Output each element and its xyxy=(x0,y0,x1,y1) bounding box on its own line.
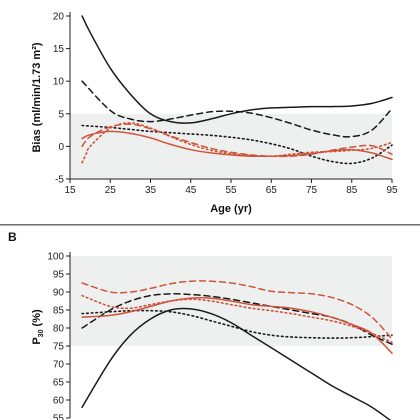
x-tick-label: 15 xyxy=(64,185,76,196)
series-line-black-dotted xyxy=(81,309,393,339)
series-line-red-dashed xyxy=(81,280,393,340)
series-line-red-dashed xyxy=(81,123,393,158)
x-tick-label: 35 xyxy=(145,185,157,196)
y-tick-label: 65 xyxy=(53,378,65,389)
series-group-a xyxy=(81,15,393,165)
panel-label-b: B xyxy=(8,230,17,244)
y-axis-label-a: Bias (ml/min/1.73 m²) xyxy=(31,42,43,152)
y-tick-label: 5 xyxy=(58,109,64,120)
y-tick-label: 55 xyxy=(53,414,65,420)
x-tick-label: 65 xyxy=(266,185,278,196)
y-tick-label: 20 xyxy=(53,12,65,23)
y-tick-label: 95 xyxy=(53,270,65,281)
y-axis-label-b-sub: 30 xyxy=(38,329,45,337)
panel-a: -5 0 5 10 15 20 15 25 35 45 55 65 75 85 95 Age (yr) Bi… xyxy=(31,12,398,216)
y-tick-label: 0 xyxy=(58,142,64,153)
x-tick-label: 45 xyxy=(185,185,197,196)
y-tick-label: 60 xyxy=(53,396,65,407)
axes-a: -5 0 5 10 15 20 15 25 35 45 55 65 75 85 95 xyxy=(53,12,398,197)
reference-band-a xyxy=(70,113,392,179)
series-line-red-dotted xyxy=(81,294,393,344)
y-tick-label: 75 xyxy=(53,342,65,353)
y-axis-label-b-main: P xyxy=(31,337,43,344)
y-tick-label: 100 xyxy=(47,252,64,263)
y-tick-label: 10 xyxy=(53,77,65,88)
panel-divider xyxy=(0,224,420,226)
y-axis-label-b-rest: (%) xyxy=(31,309,43,330)
x-tick-label: 85 xyxy=(346,185,358,196)
y-tick-label: 90 xyxy=(53,288,65,299)
axes-b: 55 60 65 70 75 80 85 90 95 100 xyxy=(47,252,71,420)
y-tick-label: 15 xyxy=(53,44,65,55)
panel-b: B 55 60 65 70 75 80 85 90 95 100 P30 (%) xyxy=(8,230,393,420)
y-tick-label: -5 xyxy=(55,175,64,186)
x-tick-label: 55 xyxy=(225,185,237,196)
series-line-red-dotted xyxy=(81,122,393,164)
series-line-red-solid xyxy=(81,296,393,354)
x-tick-label: 75 xyxy=(306,185,318,196)
x-tick-label: 95 xyxy=(386,185,398,196)
series-line-black-solid xyxy=(81,15,393,124)
y-tick-label: 85 xyxy=(53,306,65,317)
y-axis-label-b: P30 (%) xyxy=(31,309,45,345)
y-tick-label: 70 xyxy=(53,360,65,371)
x-tick-label: 25 xyxy=(105,185,117,196)
series-group-b xyxy=(81,280,393,420)
y-tick-label: 80 xyxy=(53,324,65,335)
series-line-red-solid xyxy=(81,130,393,161)
series-line-black-dotted xyxy=(81,124,393,165)
series-line-black-dashed xyxy=(81,80,393,138)
x-axis-label-a: Age (yr) xyxy=(210,203,252,215)
